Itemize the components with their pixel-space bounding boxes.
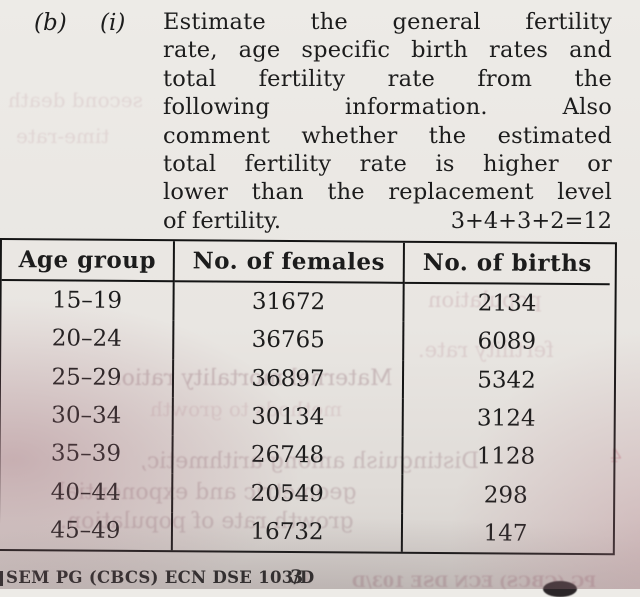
births-cell: 6089 (477, 328, 537, 356)
births-cell: 1128 (476, 443, 536, 471)
females-cell: 36765 (174, 320, 405, 361)
ink-blot (543, 581, 577, 597)
question-text: Estimate the general fertility rate, age… (163, 8, 612, 235)
females-cell: 26748 (173, 435, 404, 476)
age-cell: 20–24 (1, 319, 175, 359)
births-cell: 147 (483, 520, 528, 547)
females-cell: 20549 (173, 473, 404, 514)
question-line: comment whether the estimated (163, 122, 612, 149)
question-sub-label: (i) (100, 10, 126, 36)
age-cell: 35–39 (0, 434, 174, 474)
age-cell: 45–49 (0, 510, 174, 551)
births-cell: 5342 (477, 367, 536, 394)
births-cell: 2134 (477, 290, 537, 317)
question-line: total fertility rate is higher or (163, 151, 612, 178)
age-cell: 30–34 (0, 395, 174, 436)
footer-paper-code: SEM PG (CBCS) ECN DSE 103/D (6, 568, 315, 587)
females-cell: 16732 (172, 511, 404, 552)
bleed-through-text: second death (8, 88, 143, 112)
females-cell: 30134 (173, 397, 404, 438)
question-marks: 3+4+3+2=12 (450, 207, 612, 234)
question-line: total fertility rate from the (163, 65, 612, 92)
question-line: rate, age specific birth rates and (163, 37, 612, 64)
question-line: lower than the replacement level (163, 179, 612, 206)
fertility-table: Age group No. of females No. of births 1… (0, 238, 617, 556)
footer-cut-character (0, 571, 3, 586)
question-line: following information. Also (163, 94, 612, 121)
page-number: 3 (290, 566, 304, 588)
bleed-through-text: time-rate (16, 124, 110, 148)
females-cell: 36897 (173, 358, 405, 399)
table-header-no-females: No. of females (174, 241, 405, 284)
females-cell: 31672 (174, 282, 405, 323)
births-cell: 298 (483, 482, 528, 509)
table-header-age-group: Age group (1, 240, 175, 283)
question-line: Estimate the general fertility (163, 9, 612, 35)
age-cell: 25–29 (0, 357, 175, 398)
table-header-no-births: No. of births (404, 242, 610, 286)
question-part-label: (b) (34, 10, 67, 36)
births-cell: 3124 (476, 405, 536, 432)
age-cell: 15–19 (1, 281, 175, 321)
question-line: of fertility. (163, 207, 281, 234)
age-cell: 40–44 (0, 472, 174, 512)
